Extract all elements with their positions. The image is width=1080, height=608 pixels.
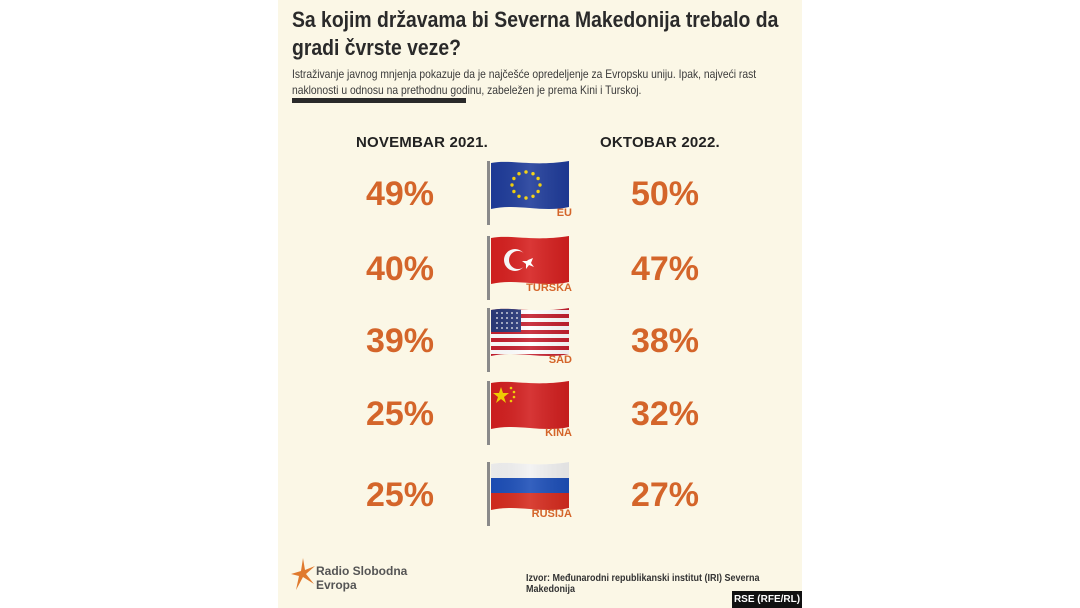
rse-logo-icon [291,558,315,590]
turkey-flag-icon [487,236,569,300]
flag-label-eu: EU [556,207,572,219]
title-underline [292,98,466,103]
infographic-panel: Sa kojim državama bi Severna Makedonija … [278,0,802,608]
flag-label-sad: SAD [548,354,572,366]
column-header-2021: NOVEMBAR 2021. [356,134,489,151]
flag-label-turska: TURSKA [526,282,572,294]
logo-text: Radio Slobodna Evropa [316,564,407,592]
value-2021-turska: 40% [365,250,435,288]
source-note: Izvor: Međunarodni republikanski institu… [526,573,760,595]
column-header-2022: OKTOBAR 2022. [600,134,720,151]
value-2022-rusija: 27% [630,476,700,514]
value-2021-kina: 25% [365,395,435,433]
china-flag-icon [487,381,569,445]
logo-line-1: Radio Slobodna [316,564,408,578]
value-2021-sad: 39% [365,322,435,360]
value-2022-sad: 38% [630,322,700,360]
value-2022-kina: 32% [630,395,700,433]
chart-subtitle: Istraživanje javnog mnjenja pokazuje da … [292,67,757,97]
flag-label-rusija: RUSIJA [531,508,572,520]
copyright-badge: RSE (RFE/RL) [732,591,802,608]
value-2022-turska: 47% [630,250,700,288]
chart-title: Sa kojim državama bi Severna Makedonija … [292,7,779,60]
logo-line-2: Evropa [316,578,357,592]
value-2021-eu: 49% [365,175,435,213]
russia-flag-icon [487,462,569,526]
usa-flag-icon [487,308,569,372]
eu-flag-icon [487,161,569,225]
flag-label-kina: KINA [545,427,572,439]
value-2021-rusija: 25% [365,476,435,514]
value-2022-eu: 50% [630,175,700,213]
